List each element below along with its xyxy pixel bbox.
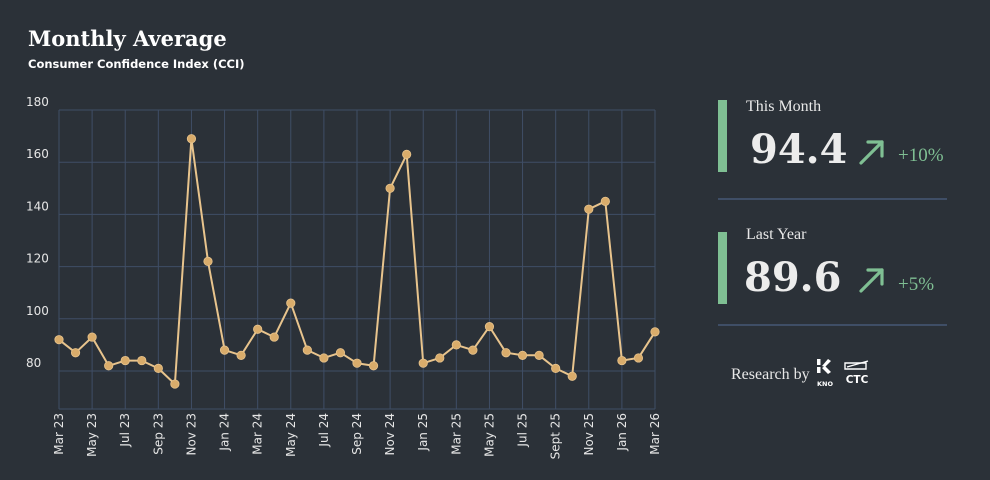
x-tick-label: Jan 26 [615,413,629,452]
last-year-label: Last Year [746,226,807,243]
data-point [286,298,296,308]
data-point [484,322,495,332]
chart-subtitle: Consumer Confidence Index (CCI) [28,57,245,71]
data-point [302,345,312,355]
stats-divider [718,324,947,326]
this-month-label: This Month [746,98,822,115]
data-point [87,332,97,342]
trend-up-arrow-icon [859,140,884,165]
ctc-logo: CTC [844,360,869,386]
research-by-label: Research by [731,366,810,383]
data-point [104,361,114,371]
data-point [70,348,81,358]
data-point [203,256,213,266]
data-point [335,348,346,358]
data-point [567,371,577,381]
x-tick-label: Jul 24 [317,413,331,448]
x-tick-label: Nov 25 [582,413,596,456]
this-month-change: +10% [898,145,944,166]
data-point [368,361,379,371]
last-year-value: 89.6 [744,254,842,301]
x-tick-label: Jan 25 [416,413,430,452]
y-tick-label: 140 [26,199,49,213]
this-month-value: 94.4 [750,126,848,173]
y-tick-label: 100 [26,304,49,318]
this-month-accent-bar [718,100,727,172]
data-point [451,340,461,350]
data-point [120,355,130,366]
kno-logo: KNO [817,359,833,388]
data-point [551,363,561,373]
y-tick-label: 160 [26,147,49,161]
data-point [236,350,246,360]
data-point [435,353,445,363]
data-point [534,350,544,360]
data-point [170,379,180,389]
last-year-accent-bar [718,232,727,304]
line-chart: 80 100 120 140 160 180 Mar 23 May 23 Jul 23 Sep 2… [26,95,662,459]
data-point [186,134,197,144]
data-point [517,350,528,360]
data-point [269,332,279,342]
y-tick-label: 80 [26,356,41,370]
x-tick-label: Jul 23 [118,413,132,448]
y-tick-label: 180 [26,95,49,109]
x-tick-label: May 25 [482,413,496,457]
data-point [54,335,64,345]
y-tick-label: 120 [26,252,49,266]
data-point [352,358,362,368]
x-tick-label: Nov 23 [184,413,198,456]
data-point [319,353,329,363]
x-tick-label: Mar 24 [251,413,265,455]
kno-logo-text: KNO [817,380,833,388]
x-tick-label: Mar 26 [648,413,662,455]
trend-up-arrow-icon [859,268,884,293]
data-point [650,327,660,337]
x-tick-label: Jan 24 [218,413,232,452]
data-point [402,149,412,159]
data-point [137,355,147,366]
data-point [501,348,511,358]
x-tick-label: Mar 25 [449,413,463,455]
x-tick-label: May 24 [284,413,298,457]
data-point [617,355,627,366]
x-tick-label: Sep 24 [350,413,364,455]
data-point [219,345,230,355]
x-tick-label: Sept 25 [549,413,563,459]
stats-divider [718,198,947,200]
data-point [584,204,594,214]
data-point [253,324,263,334]
data-point [153,363,163,373]
ctc-logo-text: CTC [846,374,869,386]
chart-title: Monthly Average [28,26,227,51]
data-point [468,345,478,355]
x-tick-label: May 23 [85,413,99,457]
x-tick-label: Sep 23 [151,413,165,455]
data-point [385,183,395,193]
data-point [600,196,610,206]
x-tick-label: Jul 25 [516,413,530,448]
x-tick-label: Nov 24 [383,413,397,456]
data-point [633,353,644,363]
data-point [418,358,428,368]
x-tick-label: Mar 23 [52,413,66,455]
last-year-change: +5% [898,274,935,295]
